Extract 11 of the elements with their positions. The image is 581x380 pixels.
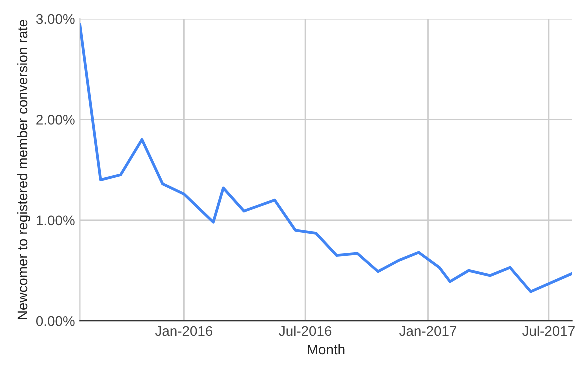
x-tick-label: Jul-2016 <box>279 326 332 336</box>
x-tick-label: Jan-2017 <box>400 326 457 336</box>
y-tick-label: 1.00% <box>36 216 75 226</box>
line-series <box>80 24 572 294</box>
y-tick-label: 2.00% <box>36 115 75 125</box>
x-tick-label: Jan-2016 <box>155 326 213 336</box>
x-tick-label: Jul-2017 <box>522 326 575 336</box>
x-axis-title: Month <box>308 344 345 355</box>
y-axis-title: Newcomer to registered member conversion rate <box>17 20 30 320</box>
y-tick-label: 3.00% <box>36 14 75 24</box>
y-tick-label: 0.00% <box>36 316 75 326</box>
